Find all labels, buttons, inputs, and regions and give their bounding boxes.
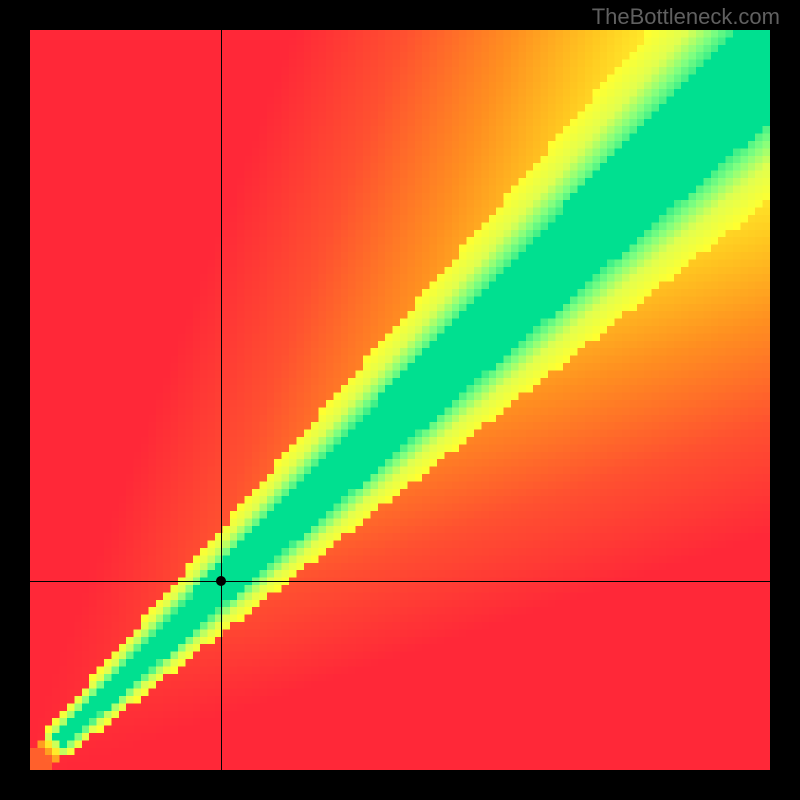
- crosshair-horizontal: [30, 581, 770, 582]
- crosshair-marker: [216, 576, 226, 586]
- heatmap-plot: [30, 30, 770, 770]
- watermark-text: TheBottleneck.com: [592, 4, 780, 30]
- chart-container: TheBottleneck.com: [0, 0, 800, 800]
- heatmap-canvas: [30, 30, 770, 770]
- crosshair-vertical: [221, 30, 222, 770]
